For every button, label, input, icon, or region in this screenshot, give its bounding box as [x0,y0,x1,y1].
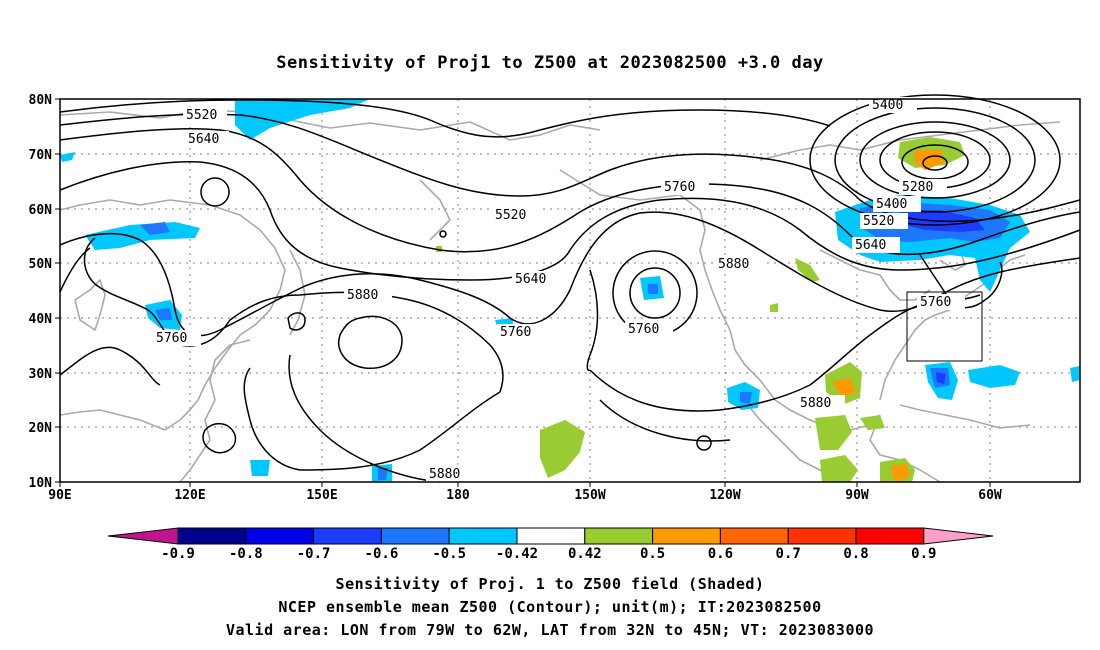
colorbar-label: -0.6 [365,546,399,562]
lat-tick-label: 50N [29,257,53,272]
contour-label: 5520 [186,108,217,123]
contour-label: 5400 [876,197,907,212]
page-title: Sensitivity of Proj1 to Z500 at 20230825… [276,53,823,73]
contour-label: 5760 [664,180,695,195]
colorbar-segment [719,527,789,545]
colorbar-label: 0.6 [708,546,733,562]
contour-label: 5640 [515,272,546,287]
contour-label: 5760 [920,295,951,310]
lon-tick-label: 150W [574,488,605,503]
colorbar-label: -0.42 [496,546,538,562]
colorbar-label: 0.5 [640,546,665,562]
colorbar-extend-low [107,527,179,545]
lon-tick-label: 60W [978,488,1002,503]
contour-label: 5880 [347,288,378,303]
z500-contours [59,94,1081,483]
colorbar-label: 0.8 [843,546,868,562]
lon-tick-label: 180 [446,488,470,503]
lat-tick-label: 80N [29,93,53,108]
colorbar-label: 0.9 [911,546,936,562]
map-frame [59,98,1081,483]
colorbar-segment [245,527,315,545]
contour-label: 5760 [500,325,531,340]
lon-tick-label: 120W [709,488,740,503]
lon-axis [59,482,991,487]
colorbar-label: -0.7 [297,546,331,562]
colorbar-segment [313,527,382,545]
lat-tick-label: 70N [29,148,53,163]
contour-label: 5760 [628,322,659,337]
lon-tick-label: 150E [306,488,337,503]
colorbar: -0.9 -0.8 -0.7 -0.6 -0.5 -0.42 0.42 0.5 0.6 0.7 0.… [107,527,994,562]
colorbar-segment [855,527,925,545]
caption-line-1: Sensitivity of Proj. 1 to Z500 field (Sh… [336,575,765,593]
colorbar-segment [448,527,518,545]
colorbar-segment [584,527,654,545]
contour-label: 5520 [495,208,526,223]
lat-axis [55,98,60,483]
contour-label: 5880 [800,396,831,411]
valid-area-box [906,291,983,362]
contour-labels: 5520 5640 5400 5280 5400 5520 5640 5760 … [156,98,952,482]
contour-label: 5640 [188,132,219,147]
lat-tick-label: 20N [29,421,53,436]
colorbar-extend-high [923,527,994,545]
caption-line-2: NCEP ensemble mean Z500 (Contour); unit(… [278,598,821,616]
lat-tick-label: 30N [29,367,53,382]
contour-label: 5880 [429,467,460,482]
lon-tick-label: 90W [845,488,869,503]
contour-label: 5880 [718,257,749,272]
colorbar-label: -0.9 [161,546,195,562]
lat-tick-label: 10N [29,476,53,491]
contour-label: 5520 [863,214,894,229]
lon-tick-label: 90E [48,488,71,503]
map-panel: 5520 5640 5400 5280 5400 5520 5640 5760 … [29,93,1081,503]
lat-tick-label: 60N [29,203,53,218]
caption-line-3: Valid area: LON from 79W to 62W, LAT fro… [226,621,874,639]
colorbar-segment [652,527,721,545]
contour-label: 5400 [872,98,903,113]
contour-label: 5640 [855,238,886,253]
lat-tick-label: 40N [29,312,53,327]
colorbar-segment [787,527,857,545]
colorbar-label: 0.7 [776,546,801,562]
colorbar-segment [177,527,247,545]
lon-tick-label: 120E [174,488,205,503]
contour-label: 5280 [902,180,933,195]
colorbar-label: -0.8 [229,546,263,562]
colorbar-label: 0.42 [568,546,602,562]
contour-label: 5760 [156,331,187,346]
colorbar-segment [380,527,450,545]
colorbar-label: -0.5 [432,546,466,562]
colorbar-segment [516,527,586,545]
